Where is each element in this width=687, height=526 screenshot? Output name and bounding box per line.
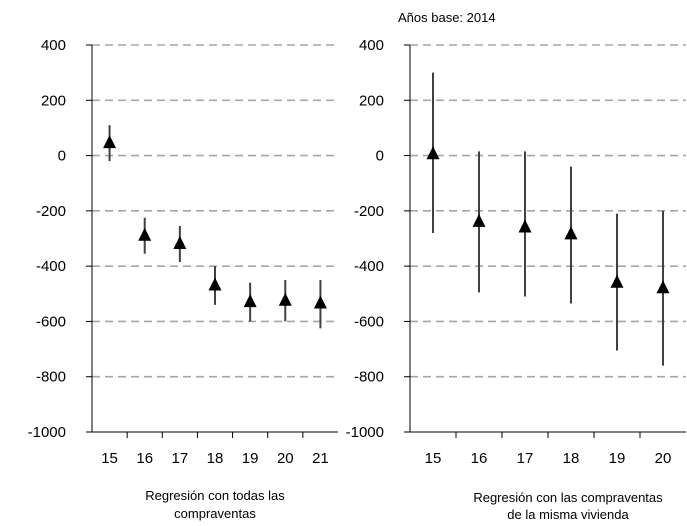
x-tick-label: 15 — [425, 450, 442, 467]
y-tick-label: -600 — [354, 313, 384, 330]
y-tick-label: 0 — [58, 148, 66, 165]
panel-right: 400 200 0 -200 -400 -600 -800 -1000 15 16 17 18 19 20… — [346, 37, 686, 522]
x-tick-label: 20 — [655, 450, 672, 467]
x-tick-label: 20 — [277, 450, 294, 467]
base-year-note: Años base: 2014 — [398, 10, 496, 25]
y-tick-label: -400 — [354, 258, 384, 275]
x-tick-label: 16 — [471, 450, 488, 467]
x-axis-label: de la misma vivienda — [507, 507, 629, 522]
panel-left: 400 200 0 -200 -400 -600 -800 -1000 15 16 17 18 19 20… — [28, 37, 338, 521]
data-point-triangle — [564, 226, 578, 240]
x-axis-label: Regresión con las compraventas — [473, 490, 663, 505]
data-point-triangle — [656, 280, 670, 294]
data-point-triangle — [243, 294, 257, 308]
y-tick-label: -200 — [36, 203, 66, 220]
data-point-triangle — [173, 236, 187, 250]
data-point-triangle — [208, 277, 222, 291]
x-tick-label: 19 — [242, 450, 259, 467]
x-axis-label: compraventas — [174, 506, 256, 521]
x-tick-label: 19 — [609, 450, 626, 467]
x-tick-label: 18 — [207, 450, 224, 467]
x-tick-label: 21 — [312, 450, 329, 467]
x-tick-label: 16 — [136, 450, 153, 467]
y-tick-label: -200 — [354, 203, 384, 220]
y-tick-label: -600 — [36, 313, 66, 330]
x-tick-label: 17 — [517, 450, 534, 467]
y-tick-label: 400 — [359, 37, 384, 54]
x-tick-label: 17 — [172, 450, 189, 467]
data-point-triangle — [138, 227, 152, 241]
data-point-triangle — [278, 292, 292, 306]
data-point-triangle — [313, 295, 327, 309]
data-point-triangle — [472, 213, 486, 227]
y-tick-label: -800 — [354, 369, 384, 386]
x-tick-label: 15 — [101, 450, 118, 467]
y-tick-label: 200 — [359, 92, 384, 109]
y-tick-label: -1000 — [28, 424, 66, 441]
x-tick-label: 18 — [563, 450, 580, 467]
data-point-triangle — [103, 135, 117, 149]
x-axis-label: Regresión con todas las — [145, 488, 285, 503]
data-point-triangle — [518, 219, 532, 233]
y-tick-label: 0 — [376, 148, 384, 165]
data-point-triangle — [610, 274, 624, 288]
y-tick-label: -800 — [36, 369, 66, 386]
y-tick-label: -400 — [36, 258, 66, 275]
y-tick-label: 400 — [41, 37, 66, 54]
data-point-triangle — [426, 146, 440, 160]
y-tick-label: -1000 — [346, 424, 384, 441]
y-tick-label: 200 — [41, 92, 66, 109]
